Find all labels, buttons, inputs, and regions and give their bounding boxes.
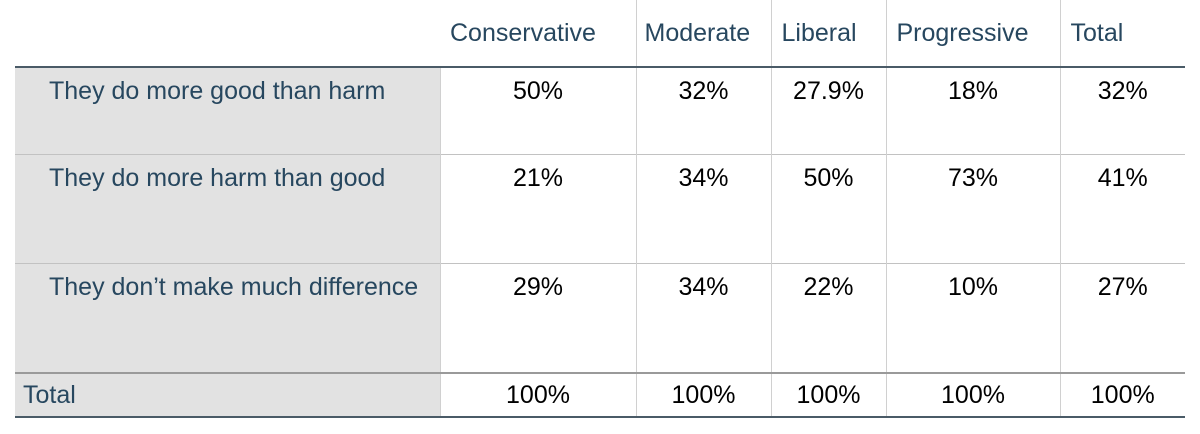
cell-value: 50%: [439, 67, 636, 155]
table-row: They don’t make much difference 29% 34% …: [15, 263, 1185, 373]
table-row: They do more good than harm 50% 32% 27.9…: [15, 67, 1185, 155]
column-header-total: Total: [1059, 0, 1185, 67]
total-cell-value: 100%: [635, 372, 771, 418]
cell-value: 22%: [770, 263, 886, 373]
results-table: Conservative Moderate Liberal Progressiv…: [15, 0, 1185, 418]
cell-value: 27%: [1059, 263, 1185, 373]
column-header-liberal: Liberal: [770, 0, 886, 67]
cell-value: 21%: [439, 154, 636, 264]
total-cell-value: 100%: [1059, 372, 1185, 418]
row-label: They do more harm than good: [15, 154, 440, 264]
cell-value: 41%: [1059, 154, 1185, 264]
total-cell-value: 100%: [439, 372, 636, 418]
cell-value: 73%: [885, 154, 1060, 264]
column-header-conservative: Conservative: [450, 18, 596, 47]
cell-value: 50%: [770, 154, 886, 264]
total-row-label: Total: [15, 372, 440, 418]
total-row: Total 100% 100% 100% 100% 100%: [15, 372, 1185, 418]
cell-value: 18%: [885, 67, 1060, 155]
cell-value: 32%: [635, 67, 771, 155]
row-label: They don’t make much difference: [15, 263, 440, 373]
header-row: Conservative Moderate Liberal Progressiv…: [15, 0, 1185, 67]
cell-value: 27.9%: [770, 67, 886, 155]
cell-value: 34%: [635, 263, 771, 373]
cell-value: 32%: [1059, 67, 1185, 155]
column-header-moderate: Moderate: [635, 0, 771, 67]
cell-value: 10%: [885, 263, 1060, 373]
cell-value: 34%: [635, 154, 771, 264]
total-cell-value: 100%: [885, 372, 1060, 418]
cell-value: 29%: [439, 263, 636, 373]
table-row: They do more harm than good 21% 34% 50% …: [15, 154, 1185, 264]
column-header-progressive: Progressive: [885, 0, 1060, 67]
header-corner: [15, 0, 440, 67]
row-label: They do more good than harm: [15, 67, 440, 155]
total-cell-value: 100%: [770, 372, 886, 418]
